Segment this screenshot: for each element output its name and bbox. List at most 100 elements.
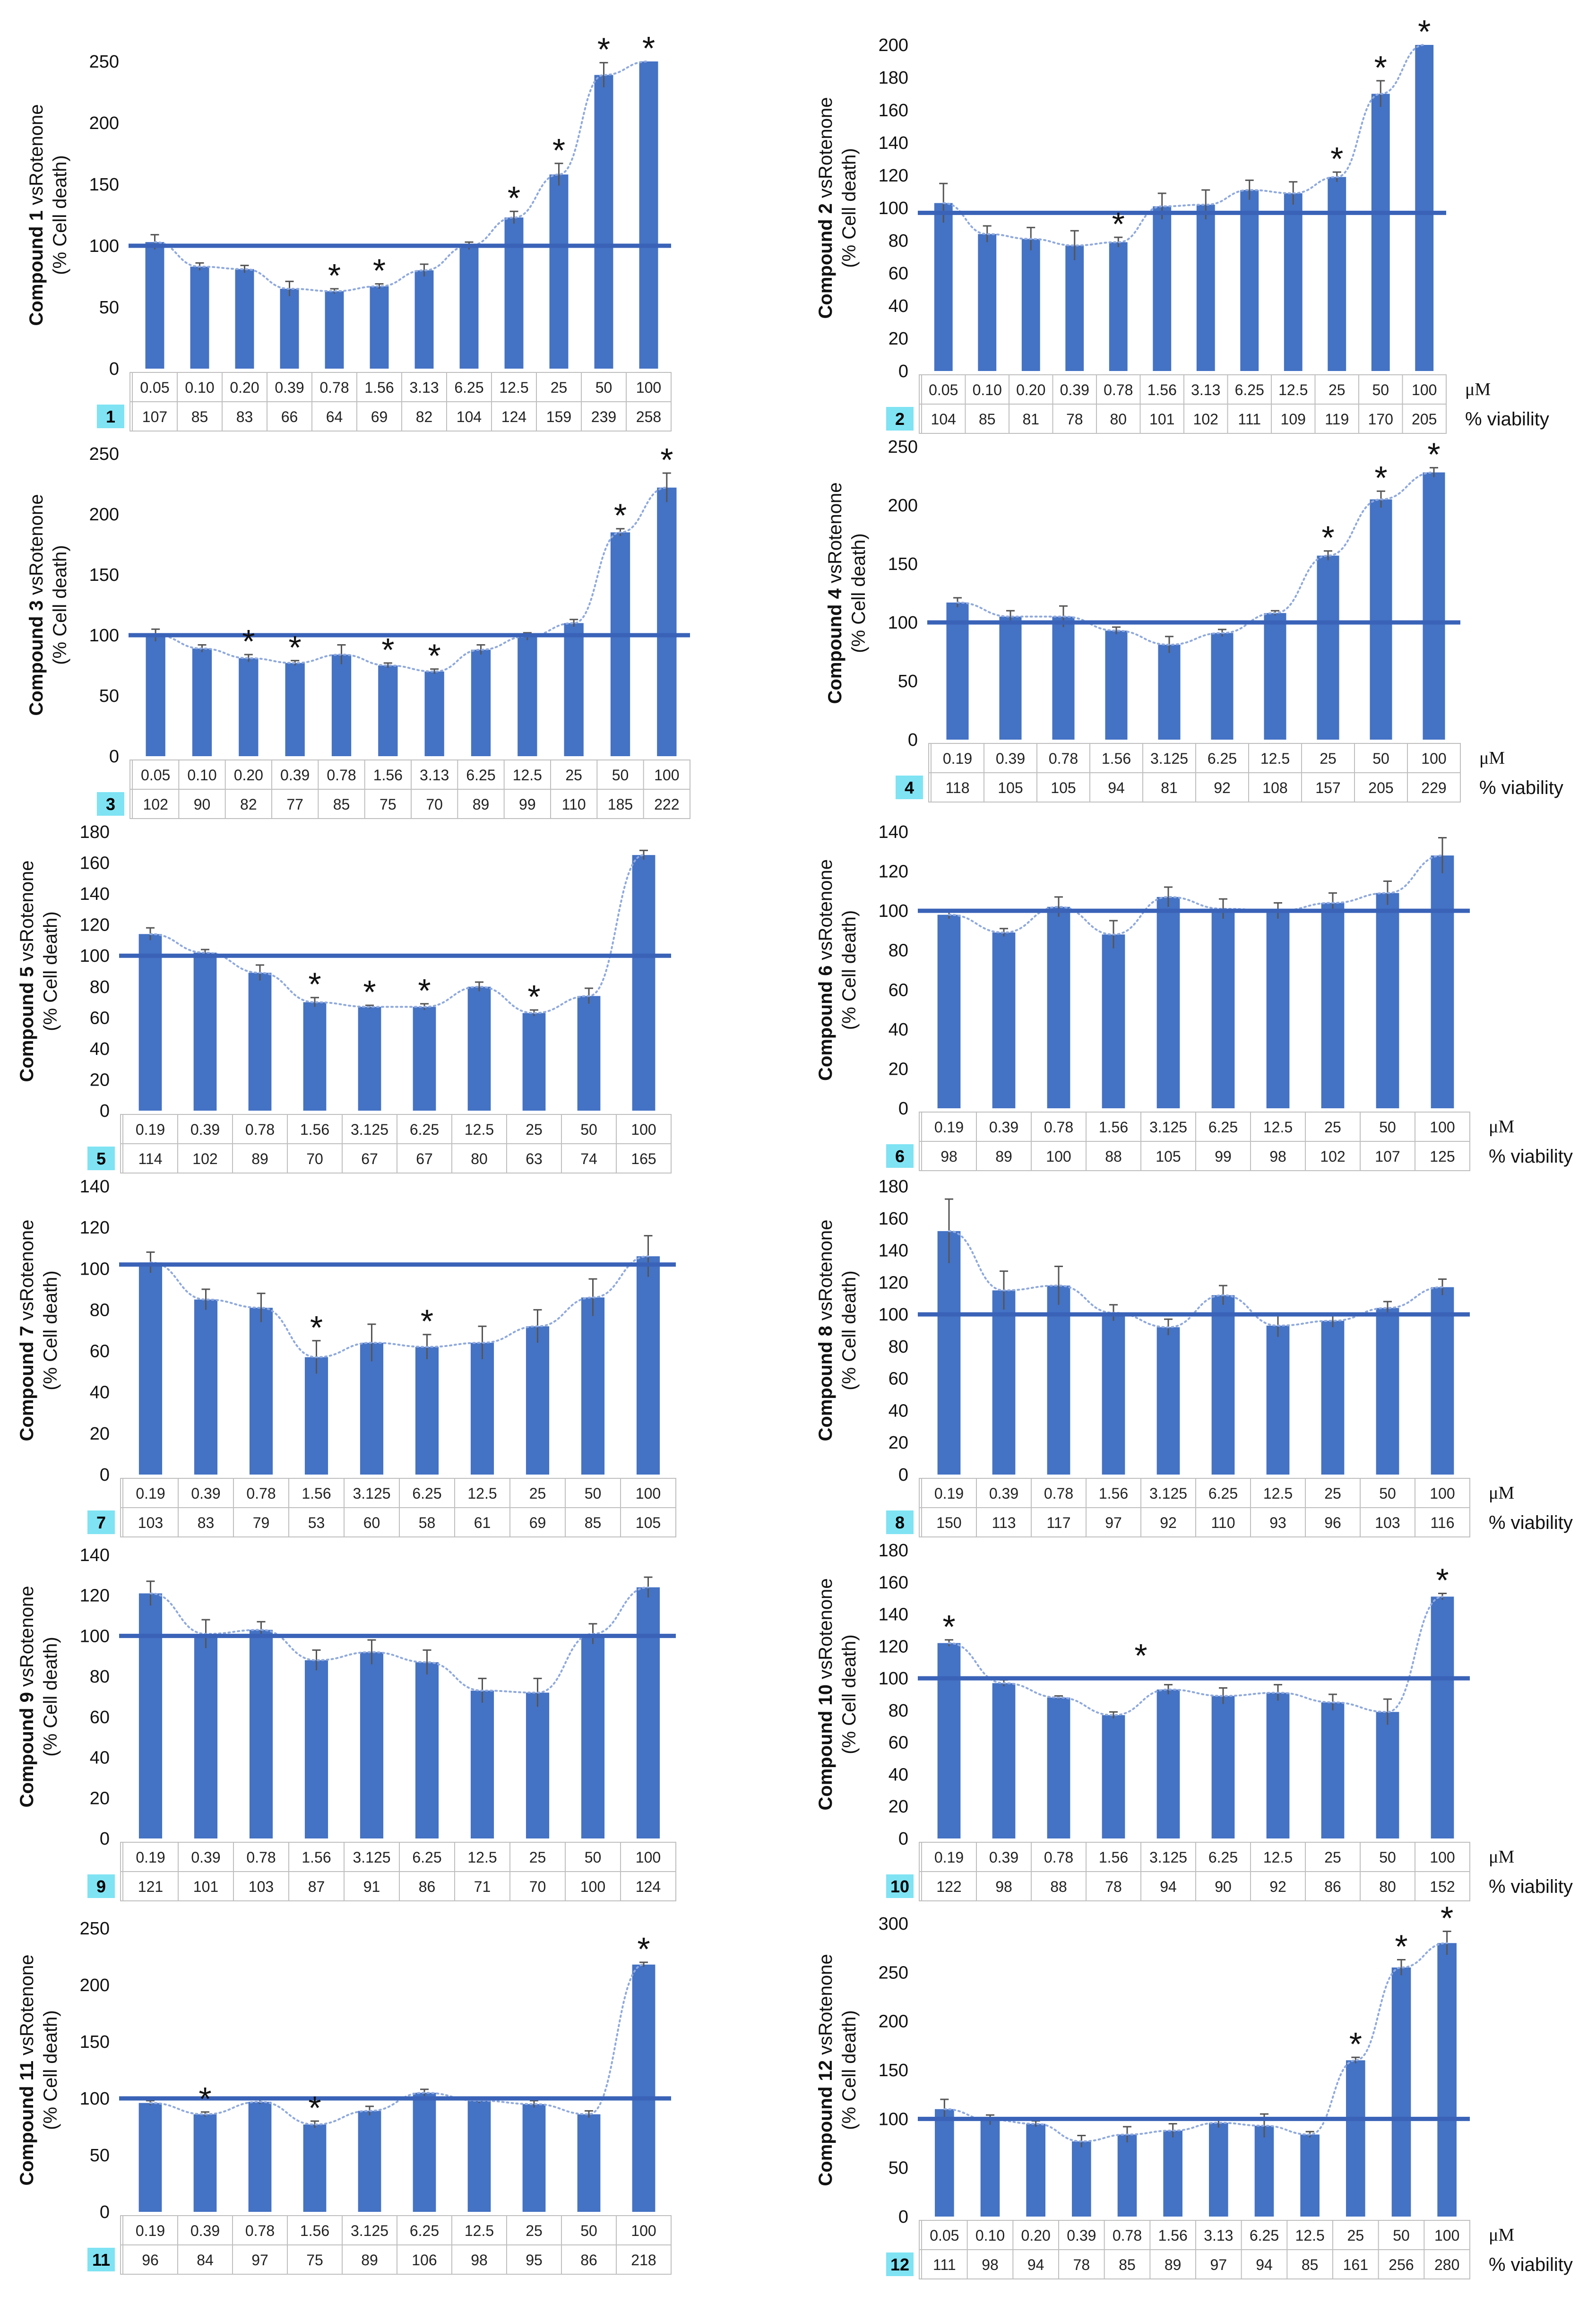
significance-star: * bbox=[1134, 1637, 1147, 1674]
viability-cell: 86 bbox=[580, 2252, 597, 2269]
viability-cell: 85 bbox=[1119, 2256, 1136, 2273]
bar bbox=[577, 996, 601, 1111]
viability-cell: 85 bbox=[585, 1514, 602, 1531]
bar bbox=[145, 242, 164, 369]
bar bbox=[581, 1634, 605, 1838]
concentration-cell: 3.125 bbox=[351, 2222, 388, 2239]
viability-cell: 89 bbox=[995, 1148, 1012, 1165]
viability-cell: 98 bbox=[982, 2256, 999, 2273]
viability-cell: 117 bbox=[1046, 1514, 1070, 1531]
y-tick-label: 40 bbox=[90, 1383, 110, 1403]
significance-star: * bbox=[373, 252, 386, 289]
viability-cell: 102 bbox=[1320, 1148, 1345, 1165]
bar bbox=[415, 1346, 439, 1475]
viability-cell: 101 bbox=[1149, 411, 1174, 428]
bar bbox=[1047, 1286, 1070, 1475]
bar bbox=[1105, 630, 1128, 740]
unit-label: μM bbox=[1489, 1483, 1514, 1503]
concentration-cell: 3.125 bbox=[1149, 1849, 1187, 1866]
y-axis-subtitle: (% Cell death) bbox=[839, 910, 860, 1030]
y-axis-title-compound: Compound 10 bbox=[815, 1684, 836, 1811]
concentration-cell: 6.25 bbox=[410, 2222, 439, 2239]
viability-cell: 103 bbox=[249, 1878, 274, 1895]
y-tick-label: 0 bbox=[898, 1829, 908, 1849]
viability-label: % viability bbox=[1489, 1146, 1573, 1167]
concentration-cell: 25 bbox=[1347, 2227, 1364, 2244]
y-tick-label: 80 bbox=[889, 1701, 908, 1721]
concentration-cell: 100 bbox=[636, 379, 661, 396]
viability-cell: 81 bbox=[1161, 779, 1178, 796]
concentration-cell: 100 bbox=[631, 1121, 656, 1138]
bar bbox=[1163, 2131, 1182, 2217]
viability-cell: 110 bbox=[562, 796, 586, 813]
bar bbox=[1102, 934, 1125, 1108]
viability-cell: 92 bbox=[1214, 779, 1231, 796]
y-tick-label: 40 bbox=[889, 1765, 908, 1785]
compound-badge-label: 4 bbox=[905, 778, 914, 797]
bar bbox=[1209, 2123, 1228, 2217]
y-axis-title-compound: Compound 6 bbox=[815, 966, 836, 1081]
compound-badge bbox=[97, 405, 124, 428]
y-tick-label: 140 bbox=[80, 1177, 110, 1197]
trend-line bbox=[957, 471, 1435, 646]
bar bbox=[138, 2103, 162, 2212]
bar bbox=[632, 855, 656, 1111]
significance-star: * bbox=[1395, 1928, 1407, 1965]
y-axis-title-rest: vsRotenone bbox=[815, 859, 836, 966]
bar bbox=[1266, 1325, 1290, 1475]
viability-cell: 98 bbox=[1269, 1148, 1286, 1165]
concentration-cell: 25 bbox=[526, 1121, 543, 1138]
bar bbox=[248, 973, 272, 1111]
concentration-cell: 50 bbox=[585, 1849, 602, 1866]
bar bbox=[1300, 2134, 1320, 2217]
viability-cell: 64 bbox=[326, 408, 343, 425]
compound-badge-label: 6 bbox=[895, 1147, 905, 1166]
concentration-cell: 25 bbox=[1329, 381, 1346, 398]
trend-line bbox=[943, 1942, 1448, 2142]
significance-star: * bbox=[1330, 140, 1343, 177]
y-axis-subtitle: (% Cell death) bbox=[848, 533, 869, 653]
y-tick-label: 80 bbox=[90, 1667, 110, 1687]
trend-line bbox=[155, 486, 668, 673]
concentration-cell: 1.56 bbox=[1099, 1849, 1128, 1866]
concentration-cell: 3.125 bbox=[353, 1485, 390, 1502]
y-axis-title-compound: Compound 11 bbox=[17, 2061, 37, 2185]
y-tick-label: 100 bbox=[888, 613, 918, 633]
viability-cell: 78 bbox=[1073, 2256, 1090, 2273]
significance-star: * bbox=[614, 497, 627, 534]
chart-panel-10: 0 20 40 60 80 100 120 140 160 180 Compound 10 vsRo… bbox=[799, 1531, 1596, 1905]
concentration-cell: 1.56 bbox=[1147, 381, 1177, 398]
viability-cell: 105 bbox=[1156, 1148, 1181, 1165]
concentration-cell: 0.19 bbox=[136, 1121, 165, 1138]
viability-cell: 89 bbox=[473, 796, 490, 813]
y-axis-title-compound: Compound 7 bbox=[17, 1326, 37, 1441]
viability-cell: 103 bbox=[138, 1514, 163, 1531]
bar bbox=[937, 1643, 961, 1838]
chart-panel-9: 0 20 40 60 80 100 120 140 Compound 9 vsRotenone(… bbox=[0, 1531, 785, 1905]
y-axis-subtitle: (% Cell death) bbox=[40, 1637, 61, 1756]
concentration-cell: 50 bbox=[1379, 1849, 1396, 1866]
viability-cell: 114 bbox=[138, 1150, 162, 1167]
bar bbox=[522, 1013, 546, 1111]
viability-cell: 100 bbox=[580, 1878, 605, 1895]
y-axis-title: Compound 12 vsRotenone bbox=[815, 1954, 836, 2186]
concentration-cell: 3.125 bbox=[351, 1121, 388, 1138]
bar bbox=[1264, 613, 1286, 740]
concentration-cell: 25 bbox=[1324, 1485, 1341, 1502]
chart-svg-2: 0 20 40 60 80 100 120 140 160 180 200 Compound 2 vs… bbox=[815, 13, 1549, 434]
y-tick-label: 100 bbox=[80, 946, 110, 966]
bar bbox=[467, 986, 491, 1111]
y-tick-label: 140 bbox=[80, 884, 110, 904]
y-tick-label: 20 bbox=[90, 1424, 110, 1444]
significance-star: * bbox=[1427, 436, 1440, 473]
significance-star: * bbox=[328, 257, 341, 294]
viability-cell: 111 bbox=[1238, 411, 1261, 428]
viability-cell: 152 bbox=[1430, 1878, 1455, 1895]
concentration-cell: 0.05 bbox=[141, 767, 170, 784]
bar bbox=[193, 952, 217, 1111]
viability-cell: 94 bbox=[1108, 779, 1125, 796]
viability-cell: 63 bbox=[526, 1150, 543, 1167]
compound-badge-label: 9 bbox=[96, 1877, 106, 1896]
y-tick-label: 200 bbox=[879, 2012, 908, 2032]
y-tick-label: 250 bbox=[89, 444, 119, 464]
